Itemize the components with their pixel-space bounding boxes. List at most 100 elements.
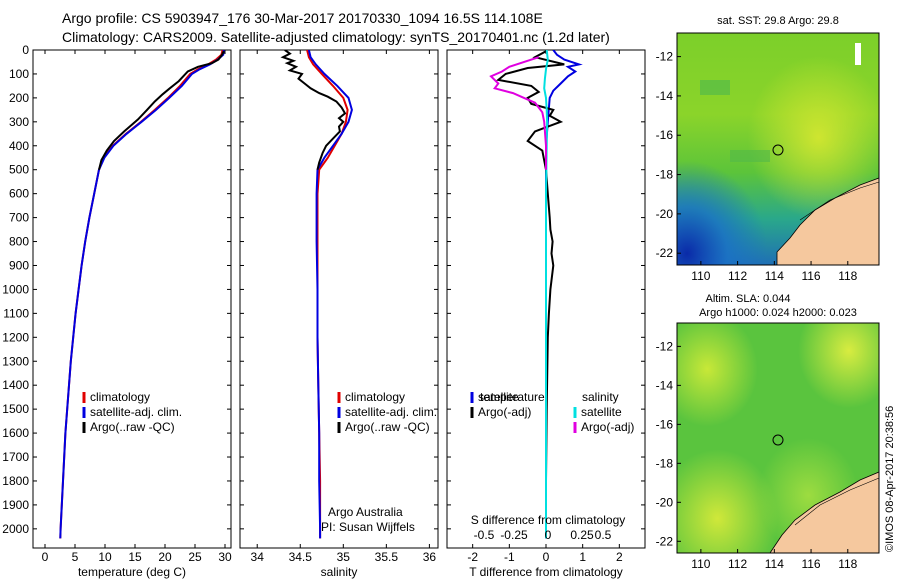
map-x-tick-label: 112 [728, 557, 747, 571]
annotation-pi: PI: Susan Wijffels [321, 520, 415, 534]
y-tick-label: 1500 [2, 402, 29, 416]
legend-label: Argo(..raw -QC) [90, 420, 175, 434]
x-tick-label: 35.5 [375, 550, 399, 564]
y-tick-label: 1600 [2, 426, 29, 440]
x-tick-label: -2 [467, 550, 478, 564]
y-tick-label: 700 [9, 211, 29, 225]
map-x-tick-label: 116 [801, 557, 820, 571]
legend-label: satellite-adj. clim. [90, 405, 182, 419]
coastline-contour [799, 181, 880, 221]
s-difference-tick: 0.25 [570, 528, 594, 542]
x-tick-label: 36 [423, 550, 437, 564]
sla-map-title-1: Altim. SLA: 0.044 [706, 293, 791, 305]
difference-panel: -2 -1 0 1 2T difference from climatology sate… [446, 49, 646, 579]
y-tick-label: 1700 [2, 450, 29, 464]
y-tick-label: 1400 [2, 378, 29, 392]
x-tick-label: 20 [158, 550, 172, 564]
x-tick-label: -1 [504, 550, 515, 564]
map-x-tick-label: 118 [838, 557, 857, 571]
map-x-tick-label: 110 [691, 269, 710, 283]
x-tick-label: 10 [98, 550, 112, 564]
y-tick-label: 1300 [2, 354, 29, 368]
x-axis-label: temperature (deg C) [78, 565, 186, 579]
plot-frame [32, 49, 232, 549]
s-difference-tick: 0 [545, 528, 552, 542]
salinity-panel: 34 34.5 35 35.5 36 salinity climatologysatelli… [239, 49, 439, 579]
s-difference-tick: -0.25 [500, 528, 528, 542]
series-line-argo-raw-qc- [280, 50, 347, 170]
series-line-satellite-adj-clim- [59, 50, 225, 539]
plot-frame [239, 49, 439, 549]
map-y-tick-label: -12 [656, 50, 674, 64]
sst-texture [700, 80, 730, 95]
coastline-contour [794, 477, 880, 526]
sst-cloud-gap [855, 43, 861, 65]
series-line-t-argo-adj- [495, 50, 565, 529]
legend-label: satellite-adj. clim. [345, 405, 437, 419]
map-x-tick-label: 112 [728, 269, 747, 283]
y-tick-label: 600 [9, 187, 29, 201]
y-tick-label: 900 [9, 258, 29, 272]
y-tick-label: 300 [9, 115, 29, 129]
series-group [489, 50, 583, 539]
map-x-tick-label: 116 [801, 269, 820, 283]
legend-label: climatology [90, 390, 150, 404]
y-tick-label: 2000 [2, 522, 29, 536]
map-y-tick-label: -12 [656, 339, 674, 353]
x-tick-label: 30 [218, 550, 232, 564]
y-tick-label: 400 [9, 139, 29, 153]
legend-label: Argo(-adj) [581, 420, 634, 434]
map-y-tick-label: -14 [656, 378, 674, 392]
sst-texture [730, 150, 770, 162]
y-tick-label: 1200 [2, 330, 29, 344]
sla-map-title-2: Argo h1000: 0.024 h2000: 0.023 [699, 307, 857, 319]
legend-label: Argo(..raw -QC) [345, 420, 430, 434]
x-tick-label: 35 [337, 550, 351, 564]
series-line-argo-raw-qc- [98, 50, 225, 170]
s-difference-label: S difference from climatology [471, 513, 626, 527]
legend-label: satellite [478, 390, 519, 404]
y-tick-label: 200 [9, 91, 29, 105]
series-line-s-argo-adj- [489, 56, 547, 170]
s-difference-tick: 0.5 [595, 528, 612, 542]
map-y-tick-label: -16 [656, 128, 674, 142]
y-tick-label: 1900 [2, 498, 29, 512]
series-group [280, 50, 353, 539]
x-tick-label: 1 [579, 550, 586, 564]
legend-heading-temperature: temperature [480, 390, 545, 404]
x-tick-label: 25 [188, 550, 202, 564]
legend-label: satellite [581, 405, 622, 419]
x-axis-label: T difference from climatology [469, 565, 623, 579]
x-tick-label: 15 [128, 550, 142, 564]
y-tick-label: 1800 [2, 474, 29, 488]
x-tick-label: 0 [543, 550, 550, 564]
series-line-satellite-adj-clim- [307, 50, 353, 539]
map-x-tick-label: 118 [838, 269, 857, 283]
map-x-tick-label: 114 [765, 269, 784, 283]
temperature-panel: 0100200300400500600700800900100011001200… [2, 43, 232, 579]
imos-credit: ©IMOS 08-Apr-2017 20:38:56 [884, 406, 896, 552]
annotation-argo-australia: Argo Australia [328, 505, 403, 519]
map-x-tick-label: 114 [765, 557, 784, 571]
title-line-2: Climatology: CARS2009. Satellite-adjuste… [62, 29, 610, 45]
y-tick-label: 100 [9, 67, 29, 81]
map-y-tick-label: -18 [656, 456, 674, 470]
title-line-1: Argo profile: CS 5903947_176 30-Mar-2017… [62, 10, 543, 26]
argo-location-marker [772, 144, 784, 156]
s-difference-tick: -0.5 [474, 528, 495, 542]
sst-map-title: sat. SST: 29.8 Argo: 29.8 [717, 15, 839, 27]
y-tick-label: 500 [9, 163, 29, 177]
map-y-tick-label: -14 [656, 89, 674, 103]
y-tick-label: 1000 [2, 282, 29, 296]
map-y-tick-label: -16 [656, 417, 674, 431]
map-y-tick-label: -20 [656, 495, 674, 509]
sst-map-frame [676, 32, 880, 266]
x-axis-label: salinity [321, 565, 358, 579]
map-x-tick-label: 110 [691, 557, 710, 571]
y-tick-label: 800 [9, 235, 29, 249]
x-tick-label: 2 [616, 550, 623, 564]
y-tick-label: 0 [22, 43, 29, 57]
series-group [59, 50, 225, 539]
sst-map: 110 112 114 116 118 -12 -14 -16 -18 -20 -22 [656, 32, 880, 283]
